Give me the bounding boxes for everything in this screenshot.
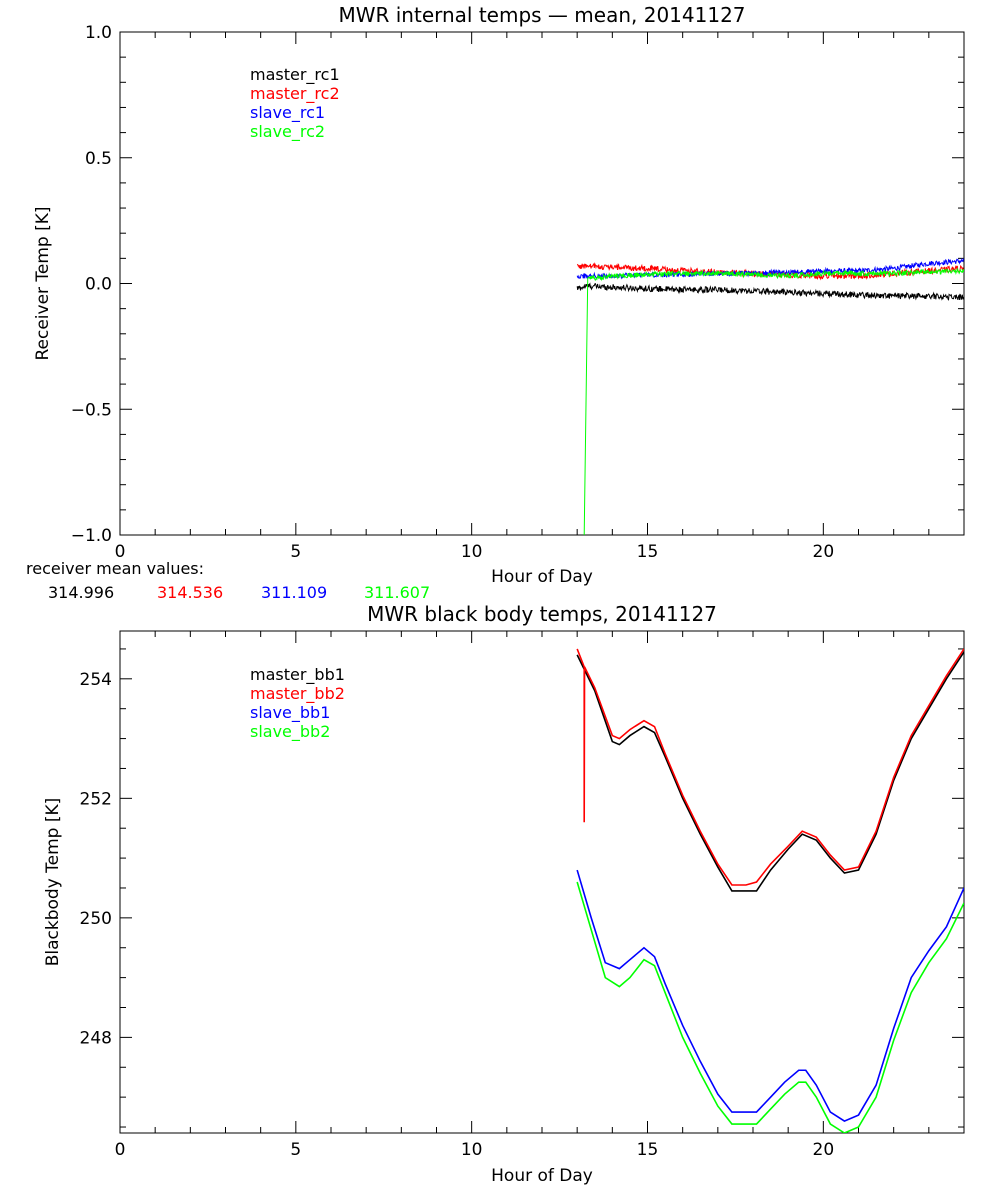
x-tick-label: 0: [115, 542, 126, 562]
x-tick-label: 15: [637, 542, 659, 562]
receiver-mean-label: receiver mean values:: [26, 559, 204, 578]
series-line-master_bb2: [576, 648, 964, 886]
receiver-mean-value-1: 314.996: [48, 583, 114, 602]
legend-entry-slave_rc1: slave_rc1: [250, 103, 325, 123]
series-line-master_rc1: [576, 282, 964, 301]
y-axis-label: Receiver Temp [K]: [33, 206, 53, 360]
y-tick-label: −0.5: [71, 400, 112, 420]
x-tick-label: 10: [461, 542, 483, 562]
y-tick-label: 250: [80, 909, 112, 929]
legend-entry-master_rc1: master_rc1: [250, 65, 340, 85]
receiver-mean-value-3: 311.109: [261, 583, 327, 602]
receiver-mean-values: receiver mean values: 314.996 314.536 31…: [26, 559, 430, 602]
chart-title: MWR black body temps, 20141127: [367, 602, 717, 626]
y-tick-label: 254: [80, 670, 112, 690]
legend-entry-slave_bb1: slave_bb1: [250, 703, 330, 723]
y-axis-label: Blackbody Temp [K]: [43, 798, 63, 967]
receiver-temp-chart: MWR internal temps — mean, 20141127 0 5 10 1…: [33, 3, 965, 587]
y-tick-label: 0.5: [85, 149, 112, 169]
x-tick-label: 10: [461, 1140, 483, 1160]
legend-entry-master_bb2: master_bb2: [250, 684, 345, 704]
y-tick-label: 252: [80, 789, 112, 809]
y-tick-label: 0.0: [85, 275, 112, 295]
x-tick-label: 15: [637, 1140, 659, 1160]
series-line-master_bb1: [576, 651, 964, 892]
legend-entry-slave_rc2: slave_rc2: [250, 122, 325, 142]
x-tick-label: 20: [813, 1140, 835, 1160]
x-tick-label: 0: [115, 1140, 126, 1160]
series-line-slave_bb1: [576, 869, 964, 1122]
legend-entry-master_rc2: master_rc2: [250, 84, 340, 104]
series-line-slave_rc2: [583, 267, 964, 535]
legend-entry-slave_bb2: slave_bb2: [250, 722, 330, 742]
series-line-slave_bb2: [576, 881, 964, 1133]
y-tick-label: −1.0: [71, 526, 112, 546]
x-axis-label: Hour of Day: [491, 567, 593, 587]
y-tick-label: 1.0: [85, 23, 112, 43]
blackbody-temp-chart: MWR black body temps, 20141127 0 5 10 15 20 24…: [43, 602, 965, 1186]
x-tick-label: 5: [290, 542, 301, 562]
x-tick-label: 20: [813, 542, 835, 562]
y-tick-label: 248: [80, 1028, 112, 1048]
receiver-mean-value-4: 311.607: [364, 583, 430, 602]
plot-frame: [119, 31, 965, 536]
receiver-mean-value-2: 314.536: [157, 583, 223, 602]
chart-title: MWR internal temps — mean, 20141127: [338, 3, 745, 27]
x-tick-label: 5: [290, 1140, 301, 1160]
x-axis-label: Hour of Day: [491, 1166, 593, 1186]
plot-frame: [119, 630, 965, 1134]
legend-entry-master_bb1: master_bb1: [250, 665, 345, 685]
